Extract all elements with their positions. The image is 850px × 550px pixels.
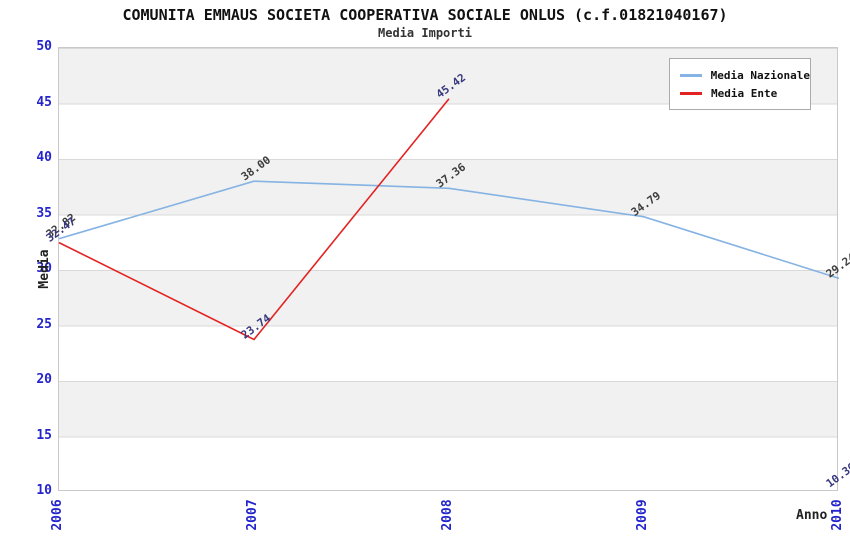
legend-item-ente: Media Ente [680, 84, 810, 102]
legend-label: Media Nazionale [710, 68, 810, 82]
y-tick-label: 30 [36, 261, 52, 276]
data-point-label: 34.79 [629, 189, 663, 219]
y-tick-label: 35 [36, 205, 52, 221]
x-tick-label: 2010 [830, 499, 845, 531]
x-tick-label: 2006 [50, 499, 65, 531]
chart-subtitle: Media Importi [378, 26, 472, 40]
x-tick-label: 2009 [635, 499, 650, 531]
y-tick-label: 45 [36, 94, 52, 110]
chart-title: COMUNITA EMMAUS SOCIETA COOPERATIVA SOCI… [122, 6, 728, 24]
x-tick-label: 2007 [245, 499, 260, 531]
series-line-media-nazionale [58, 180, 840, 280]
ente-line-swatch-icon [680, 91, 702, 95]
plot-area: 32.82 38.00 37.36 34.79 29.24 32.47 23.74 45.42… [44, 47, 850, 492]
y-tick-label: 15 [36, 427, 52, 443]
data-point-label: 38.00 [239, 153, 273, 183]
y-tick-label: 40 [36, 150, 52, 165]
y-tick-label: 10 [36, 483, 52, 498]
data-point-label: 10.36 [824, 460, 850, 490]
legend: Media Nazionale Media Ente [669, 58, 811, 110]
legend-label: Media Ente [711, 86, 778, 100]
y-axis-title: Media [37, 249, 52, 289]
legend-item-nazionale: Media Nazionale [680, 66, 810, 84]
series-line-media-ente [59, 99, 839, 488]
data-point-label: 29.24 [824, 250, 850, 280]
nazionale-line-swatch-icon [680, 73, 702, 77]
y-tick-label: 25 [36, 316, 52, 332]
y-tick-label: 50 [36, 39, 52, 54]
data-point-label: 45.42 [434, 71, 468, 101]
y-tick-label: 20 [36, 372, 52, 387]
data-point-label: 37.36 [434, 160, 469, 190]
x-tick-label: 2008 [440, 499, 455, 531]
x-axis-title: Anno [796, 508, 828, 523]
